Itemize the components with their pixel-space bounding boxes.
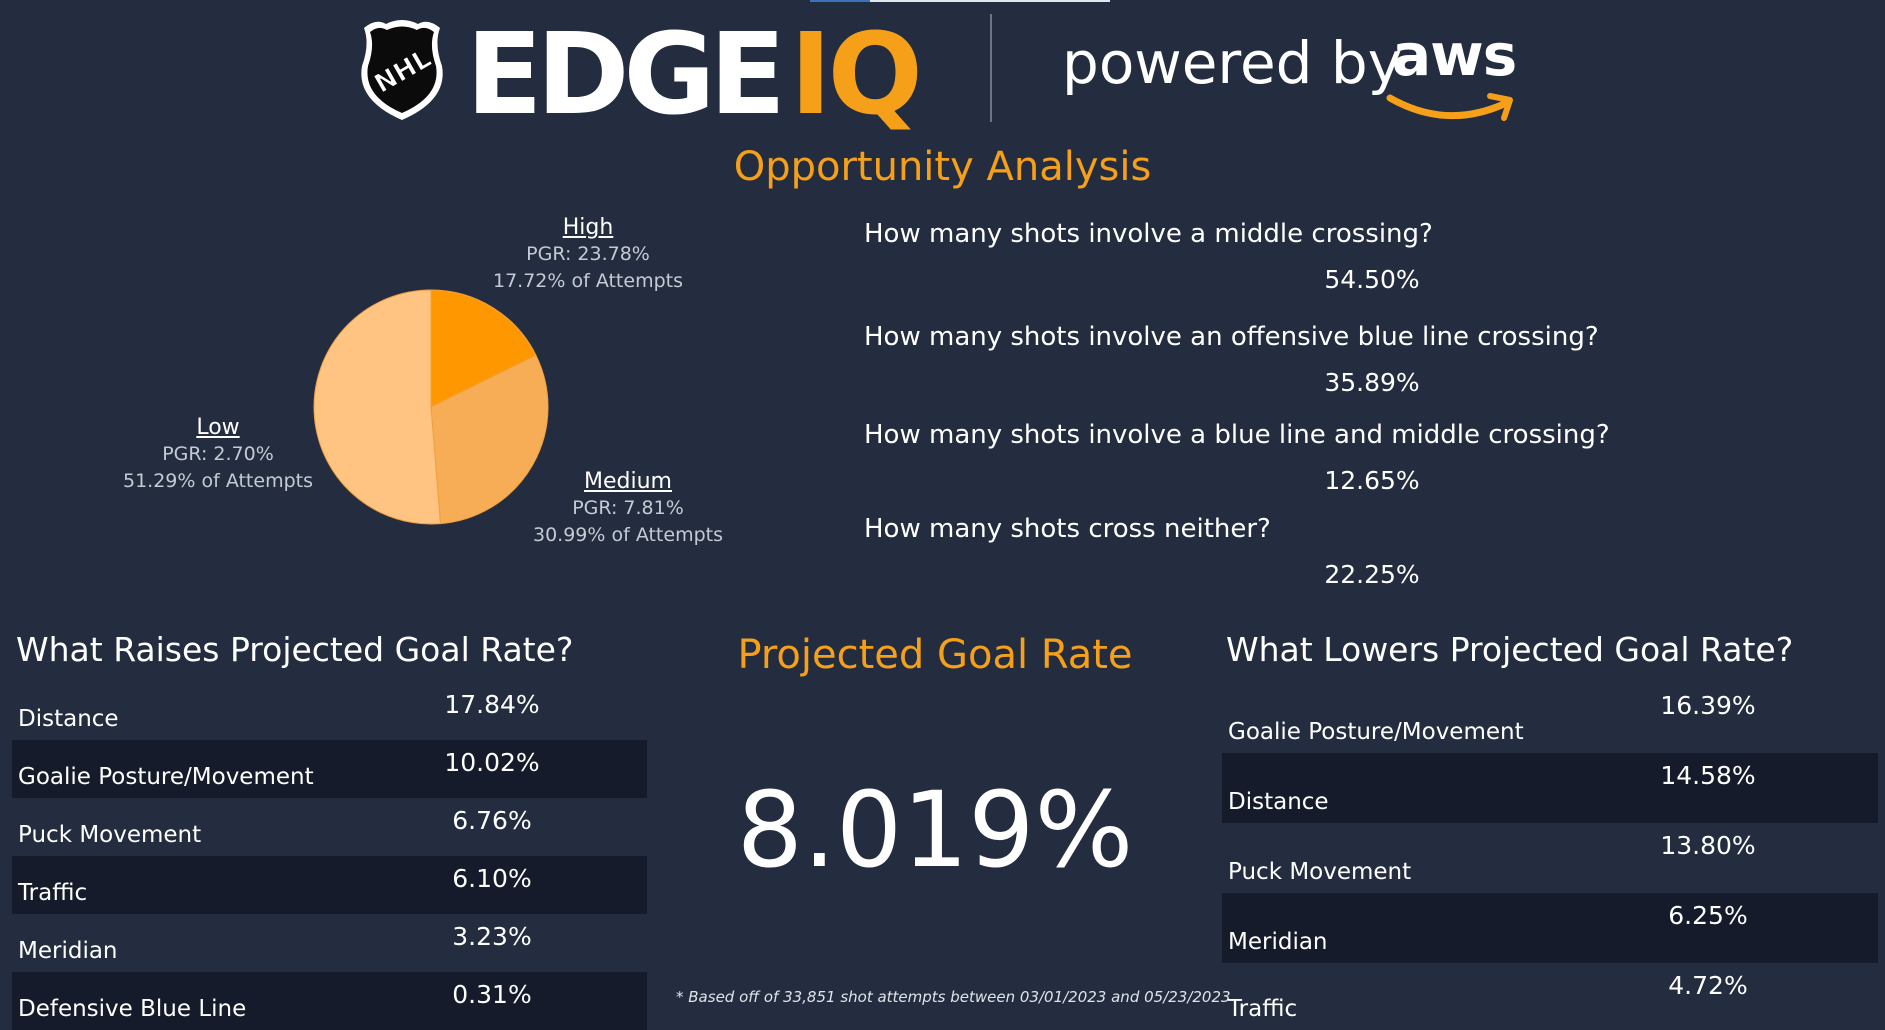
pie-label-medium: Medium PGR: 7.81% 30.99% of Attempts <box>518 468 738 549</box>
pie-label-medium-title: Medium <box>584 469 672 494</box>
lowers-row-value: 6.25% <box>1668 901 1748 930</box>
lowers-row-value: 4.72% <box>1668 971 1748 1000</box>
aws-smile-icon <box>1386 93 1513 121</box>
lowers-title: What Lowers Projected Goal Rate? <box>1226 630 1794 669</box>
answer-cross-neither: 22.25% <box>1324 560 1420 589</box>
pie-slice-medium <box>430 354 549 525</box>
raises-row-label: Goalie Posture/Movement <box>18 764 314 790</box>
raises-row-value: 10.02% <box>444 748 540 777</box>
table-row: Defensive Blue Line 0.31% <box>12 972 647 1030</box>
raises-row-value: 3.23% <box>452 922 532 951</box>
raises-row-value: 6.10% <box>452 864 532 893</box>
pie-label-high-pgr: PGR: 23.78% <box>526 243 650 265</box>
pie-label-high-title: High <box>562 215 614 240</box>
footnote: * Based off of 33,851 shot attempts betw… <box>676 988 1231 1006</box>
table-row: Goalie Posture/Movement 16.39% <box>1222 683 1878 753</box>
lowers-table: Goalie Posture/Movement 16.39% Distance … <box>1222 683 1878 1030</box>
lowers-row-label: Puck Movement <box>1228 859 1412 885</box>
projected-goal-rate-value: 8.019% <box>736 769 1134 891</box>
table-row: Puck Movement 13.80% <box>1222 823 1878 893</box>
pie-label-low-pgr: PGR: 2.70% <box>162 443 274 465</box>
raises-row-label: Distance <box>18 706 119 732</box>
raises-title: What Raises Projected Goal Rate? <box>16 630 574 669</box>
section-title: Opportunity Analysis <box>733 144 1152 190</box>
question-blue-line-and-middle: How many shots involve a blue line and m… <box>864 420 1610 450</box>
pie-label-low-title: Low <box>196 415 240 440</box>
pie-label-low: Low PGR: 2.70% 51.29% of Attempts <box>108 414 328 495</box>
brand-iq: IQ <box>790 10 923 140</box>
raises-row-label: Traffic <box>18 880 88 906</box>
projected-goal-rate-title: Projected Goal Rate <box>737 632 1133 678</box>
nhl-shield-logo: NHL <box>361 20 443 120</box>
answer-blue-line-and-middle: 12.65% <box>1324 466 1420 495</box>
raises-row-label: Puck Movement <box>18 822 202 848</box>
pie-label-low-share: 51.29% of Attempts <box>122 470 313 492</box>
pie-slice-high <box>430 289 537 408</box>
header-divider <box>990 14 992 122</box>
table-row: Traffic 4.72% <box>1222 963 1878 1030</box>
question-cross-neither: How many shots cross neither? <box>864 514 1271 544</box>
table-row: Distance 14.58% <box>1222 753 1878 823</box>
table-row: Distance 17.84% <box>12 682 647 740</box>
raises-row-value: 6.76% <box>452 806 532 835</box>
raises-row-value: 17.84% <box>444 690 540 719</box>
pie-label-high: High PGR: 23.78% 17.72% of Attempts <box>478 214 698 295</box>
lowers-row-value: 14.58% <box>1660 761 1756 790</box>
brand-edge: EDGE <box>466 10 786 140</box>
raises-table: Distance 17.84% Goalie Posture/Movement … <box>12 682 647 1030</box>
answer-blue-line-crossing: 35.89% <box>1324 368 1420 397</box>
raises-row-label: Meridian <box>18 938 118 964</box>
lowers-row-label: Traffic <box>1228 996 1298 1022</box>
lowers-row-label: Meridian <box>1228 929 1328 955</box>
table-row: Meridian 3.23% <box>12 914 647 972</box>
powered-by-text: powered by <box>1062 29 1403 97</box>
question-blue-line-crossing: How many shots involve an offensive blue… <box>864 322 1599 352</box>
aws-logo-text: aws <box>1392 21 1517 89</box>
answer-middle-crossing: 54.50% <box>1324 265 1420 294</box>
lowers-row-label: Distance <box>1228 789 1329 815</box>
pie-label-high-share: 17.72% of Attempts <box>492 270 683 292</box>
question-middle-crossing: How many shots involve a middle crossing… <box>864 219 1433 249</box>
top-scroll-indicator-thumb <box>810 0 870 2</box>
lowers-row-value: 13.80% <box>1660 831 1756 860</box>
table-row: Puck Movement 6.76% <box>12 798 647 856</box>
raises-row-value: 0.31% <box>452 980 532 1009</box>
top-scroll-indicator <box>810 0 1110 2</box>
pie-label-medium-share: 30.99% of Attempts <box>532 524 723 546</box>
table-row: Goalie Posture/Movement 10.02% <box>12 740 647 798</box>
lowers-row-value: 16.39% <box>1660 691 1756 720</box>
raises-row-label: Defensive Blue Line <box>18 996 247 1022</box>
lowers-row-label: Goalie Posture/Movement <box>1228 719 1524 745</box>
pie-slice-low <box>313 289 442 525</box>
pie-label-medium-pgr: PGR: 7.81% <box>572 497 684 519</box>
table-row: Traffic 6.10% <box>12 856 647 914</box>
attempts-pie-chart <box>313 289 549 525</box>
table-row: Meridian 6.25% <box>1222 893 1878 963</box>
